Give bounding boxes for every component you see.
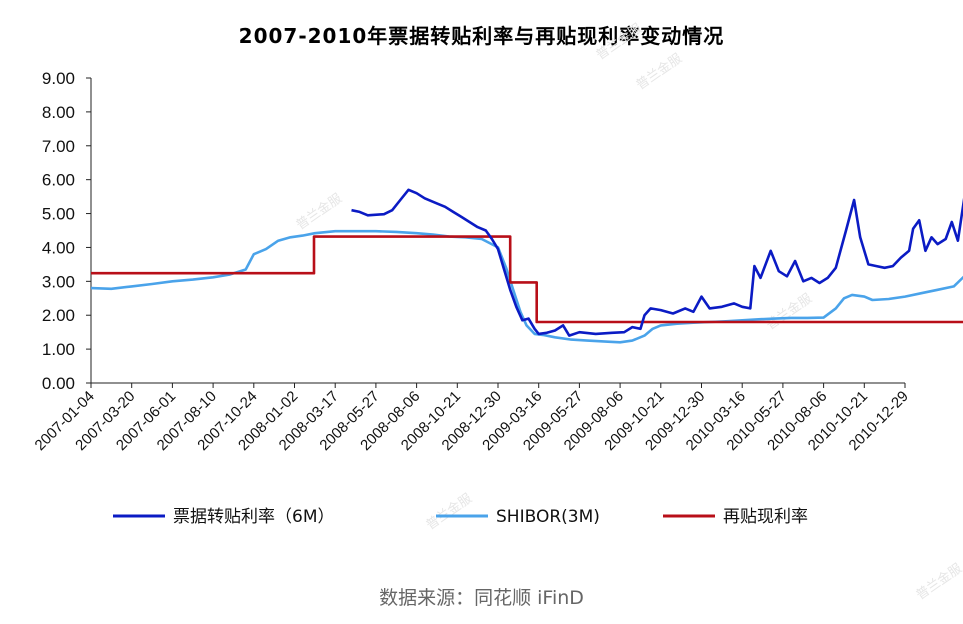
watermark-text: 普兰金服 (763, 290, 815, 333)
axes: 9.00 8.00 7.00 6.00 5.00 4.00 3.00 2.00 1.00 0.00… (32, 69, 912, 454)
series-line-0 (351, 188, 963, 337)
y-tick-label: 4.00 (42, 238, 75, 257)
watermark-text: 普兰金服 (633, 50, 685, 93)
series-line-1 (90, 229, 963, 344)
legend-label: SHIBOR(3M) (496, 507, 600, 527)
series-line-2 (91, 235, 963, 324)
chart-title: 2007-2010年票据转贴利率与再贴现利率变动情况 (238, 24, 725, 48)
y-tick-label: 7.00 (42, 137, 75, 156)
y-tick-label: 2.00 (42, 306, 75, 325)
y-tick-label: 3.00 (42, 272, 75, 291)
watermark-text: 普兰金服 (593, 20, 645, 63)
source-note: 数据来源：同花顺 iFinD (379, 587, 584, 609)
series-lines (90, 188, 963, 344)
legend-label: 票据转贴利率（6M） (173, 507, 334, 527)
y-tick-label: 5.00 (42, 205, 75, 224)
y-tick-label: 8.00 (42, 103, 75, 122)
y-tick-label: 0.00 (42, 374, 75, 393)
watermark-text: 普兰金服 (423, 490, 475, 533)
legend-label: 再贴现利率 (723, 507, 808, 527)
legend: 票据转贴利率（6M） SHIBOR(3M) 再贴现利率 (113, 507, 808, 527)
y-tick-label: 6.00 (42, 171, 75, 190)
y-tick-label: 1.00 (42, 340, 75, 359)
watermark-text: 普兰金服 (293, 190, 345, 233)
y-tick-label: 9.00 (42, 69, 75, 88)
